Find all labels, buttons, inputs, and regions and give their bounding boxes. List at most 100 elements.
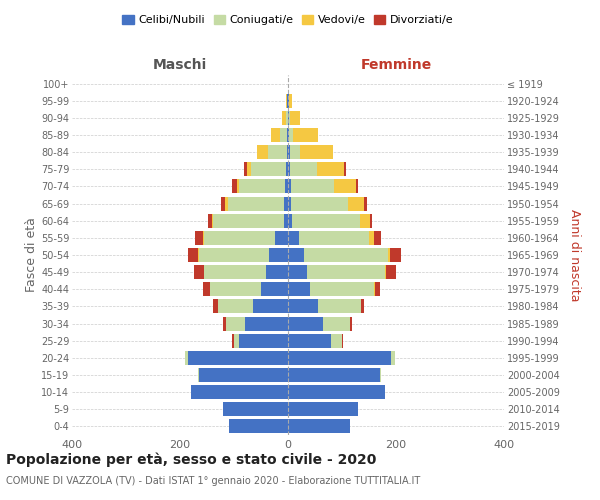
Bar bbox=[286, 111, 288, 125]
Bar bbox=[229, 420, 288, 434]
Bar bbox=[288, 248, 304, 262]
Bar bbox=[284, 214, 288, 228]
Bar bbox=[342, 334, 343, 347]
Bar bbox=[388, 248, 390, 262]
Bar bbox=[355, 180, 358, 194]
Bar bbox=[390, 248, 401, 262]
Bar bbox=[348, 196, 364, 210]
Bar bbox=[361, 300, 364, 314]
Bar bbox=[226, 196, 227, 210]
Bar bbox=[288, 214, 292, 228]
Bar bbox=[237, 180, 239, 194]
Bar bbox=[208, 214, 212, 228]
Bar bbox=[257, 145, 268, 159]
Bar bbox=[214, 300, 218, 314]
Bar bbox=[288, 368, 380, 382]
Bar bbox=[288, 180, 290, 194]
Bar bbox=[286, 162, 288, 176]
Bar bbox=[385, 265, 386, 279]
Bar bbox=[307, 265, 385, 279]
Bar bbox=[289, 111, 290, 125]
Bar bbox=[288, 94, 289, 108]
Bar bbox=[331, 334, 342, 347]
Bar bbox=[280, 128, 287, 142]
Bar bbox=[364, 196, 367, 210]
Bar bbox=[317, 162, 344, 176]
Y-axis label: Fasce di età: Fasce di età bbox=[25, 218, 38, 292]
Bar bbox=[380, 368, 381, 382]
Bar bbox=[293, 128, 318, 142]
Bar bbox=[199, 248, 269, 262]
Bar bbox=[287, 128, 288, 142]
Bar bbox=[194, 265, 204, 279]
Bar bbox=[234, 334, 239, 347]
Bar bbox=[212, 214, 214, 228]
Bar bbox=[282, 111, 286, 125]
Bar bbox=[284, 196, 288, 210]
Bar bbox=[301, 145, 333, 159]
Bar bbox=[350, 316, 352, 330]
Bar bbox=[247, 162, 251, 176]
Bar bbox=[304, 248, 388, 262]
Bar bbox=[185, 351, 188, 365]
Bar bbox=[198, 248, 199, 262]
Bar bbox=[288, 265, 307, 279]
Text: COMUNE DI VAZZOLA (TV) - Dati ISTAT 1° gennaio 2020 - Elaborazione TUTTITALIA.IT: COMUNE DI VAZZOLA (TV) - Dati ISTAT 1° g… bbox=[6, 476, 420, 486]
Bar bbox=[271, 128, 280, 142]
Bar bbox=[275, 231, 288, 245]
Bar bbox=[288, 145, 290, 159]
Bar bbox=[239, 334, 288, 347]
Bar bbox=[286, 180, 288, 194]
Bar bbox=[251, 162, 286, 176]
Bar bbox=[370, 214, 372, 228]
Bar bbox=[226, 316, 245, 330]
Text: Femmine: Femmine bbox=[361, 58, 431, 72]
Bar bbox=[292, 214, 360, 228]
Bar bbox=[334, 180, 355, 194]
Bar bbox=[288, 231, 299, 245]
Bar bbox=[253, 300, 288, 314]
Bar bbox=[245, 316, 288, 330]
Bar bbox=[291, 196, 348, 210]
Bar bbox=[191, 385, 288, 399]
Bar bbox=[195, 231, 203, 245]
Bar bbox=[269, 248, 288, 262]
Bar bbox=[290, 162, 317, 176]
Bar bbox=[287, 145, 288, 159]
Bar bbox=[289, 128, 293, 142]
Bar bbox=[232, 180, 236, 194]
Bar bbox=[221, 196, 226, 210]
Bar bbox=[188, 351, 288, 365]
Bar bbox=[204, 265, 266, 279]
Bar bbox=[369, 231, 374, 245]
Bar bbox=[223, 402, 288, 416]
Bar bbox=[261, 282, 288, 296]
Bar bbox=[290, 180, 334, 194]
Bar bbox=[344, 162, 346, 176]
Bar bbox=[232, 334, 234, 347]
Bar bbox=[299, 231, 369, 245]
Bar bbox=[374, 231, 381, 245]
Bar bbox=[289, 94, 292, 108]
Bar bbox=[288, 162, 290, 176]
Bar bbox=[310, 282, 374, 296]
Bar bbox=[375, 282, 380, 296]
Text: Popolazione per età, sesso e stato civile - 2020: Popolazione per età, sesso e stato civil… bbox=[6, 452, 376, 467]
Text: Maschi: Maschi bbox=[153, 58, 207, 72]
Bar bbox=[288, 282, 310, 296]
Bar bbox=[188, 248, 198, 262]
Bar bbox=[204, 231, 275, 245]
Bar bbox=[218, 300, 253, 314]
Bar bbox=[288, 420, 350, 434]
Y-axis label: Anni di nascita: Anni di nascita bbox=[568, 209, 581, 301]
Bar bbox=[210, 282, 261, 296]
Bar bbox=[239, 180, 286, 194]
Bar bbox=[286, 94, 287, 108]
Bar bbox=[199, 368, 288, 382]
Bar bbox=[288, 402, 358, 416]
Bar bbox=[288, 300, 318, 314]
Bar bbox=[288, 334, 331, 347]
Bar bbox=[288, 196, 291, 210]
Bar bbox=[287, 94, 288, 108]
Bar bbox=[227, 196, 284, 210]
